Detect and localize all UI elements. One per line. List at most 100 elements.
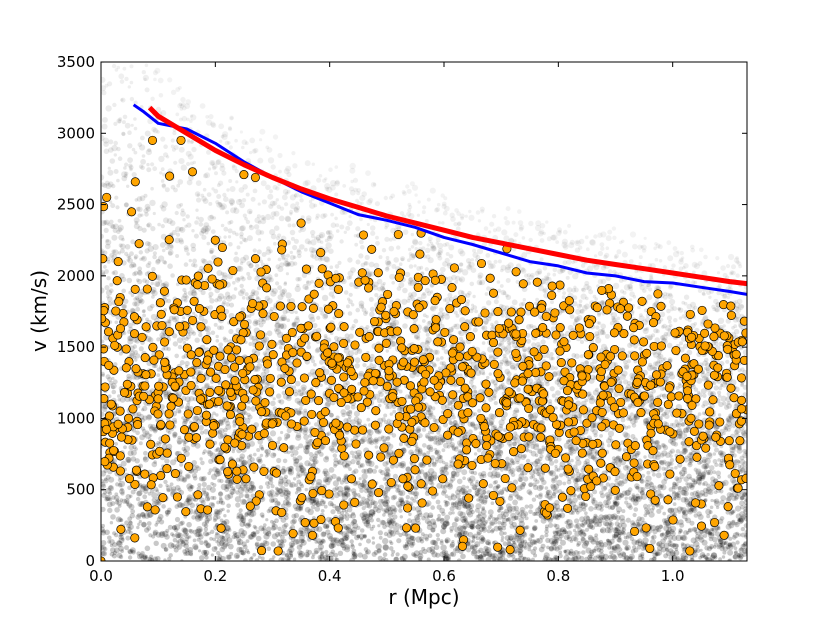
density-particle [413,264,417,268]
density-particle [211,473,218,480]
density-particle [635,485,640,490]
density-particle [229,219,234,225]
density-particle [121,288,126,294]
density-particle [439,518,446,525]
density-particle [142,415,148,421]
density-particle [407,258,411,263]
density-particle [137,206,143,213]
density-particle [146,162,150,167]
density-particle [611,456,617,461]
density-particle [481,325,488,331]
density-particle [238,290,245,297]
density-particle [358,542,362,547]
density-particle [354,357,361,364]
density-particle [294,408,302,415]
density-particle [488,263,494,270]
density-particle [575,511,580,515]
density-particle [227,126,232,131]
density-particle [468,214,475,221]
density-particle [347,257,353,263]
density-particle [424,267,429,272]
density-particle [127,143,133,149]
density-particle [128,503,135,510]
density-particle [476,498,480,502]
density-particle [505,294,512,300]
density-particle [497,508,502,513]
density-particle [687,528,692,533]
density-particle [127,555,133,560]
density-particle [137,41,141,45]
density-particle [494,320,499,325]
density-particle [434,400,439,405]
density-particle [290,453,295,458]
density-particle [666,342,673,349]
density-particle [316,538,322,544]
density-particle [144,87,150,93]
density-particle [725,359,730,364]
density-particle [246,261,252,266]
density-particle [643,455,647,459]
density-particle [443,554,449,559]
density-particle [620,459,627,466]
density-particle [657,484,662,489]
density-particle [291,513,297,519]
density-particle [204,382,210,389]
density-particle [285,262,290,267]
density-particle [576,314,583,321]
density-particle [175,112,180,117]
density-particle [241,237,247,242]
density-particle [465,504,472,511]
density-particle [188,535,192,539]
density-particle [670,530,676,537]
density-particle [239,234,244,239]
density-particle [395,552,400,557]
density-particle [277,539,284,546]
density-particle [292,244,298,251]
density-particle [559,533,563,537]
density-particle [126,53,130,57]
density-particle [502,541,508,547]
density-particle [198,332,203,338]
density-particle [562,481,567,486]
density-particle [158,377,163,382]
density-particle [351,470,356,475]
density-particle [106,276,111,281]
density-particle [252,552,257,557]
density-particle [270,384,275,389]
density-particle [310,229,316,236]
density-particle [651,534,657,540]
density-particle [579,354,584,359]
density-particle [202,187,207,192]
density-particle [408,205,413,210]
density-particle [259,138,263,142]
density-particle [241,551,246,556]
density-particle [266,330,273,337]
density-particle [341,412,346,418]
density-particle [275,281,280,286]
density-particle [260,180,267,187]
density-particle [285,292,292,299]
density-particle [422,443,427,448]
density-particle [511,220,516,225]
density-particle [213,322,218,327]
density-particle [391,281,396,285]
density-particle [199,103,206,109]
density-particle [365,170,371,177]
density-particle [156,337,161,342]
density-particle [505,278,511,283]
density-particle [314,540,319,544]
density-particle [496,280,501,284]
density-particle [430,549,436,555]
density-particle [402,229,409,235]
density-particle [455,226,461,232]
density-particle [551,393,556,398]
density-particle [125,535,131,541]
density-particle [699,247,704,253]
density-particle [469,281,475,287]
density-particle [580,340,584,344]
density-particle [235,490,240,495]
density-particle [191,229,195,233]
density-particle [150,96,155,102]
density-particle [178,86,182,90]
density-particle [252,188,258,194]
